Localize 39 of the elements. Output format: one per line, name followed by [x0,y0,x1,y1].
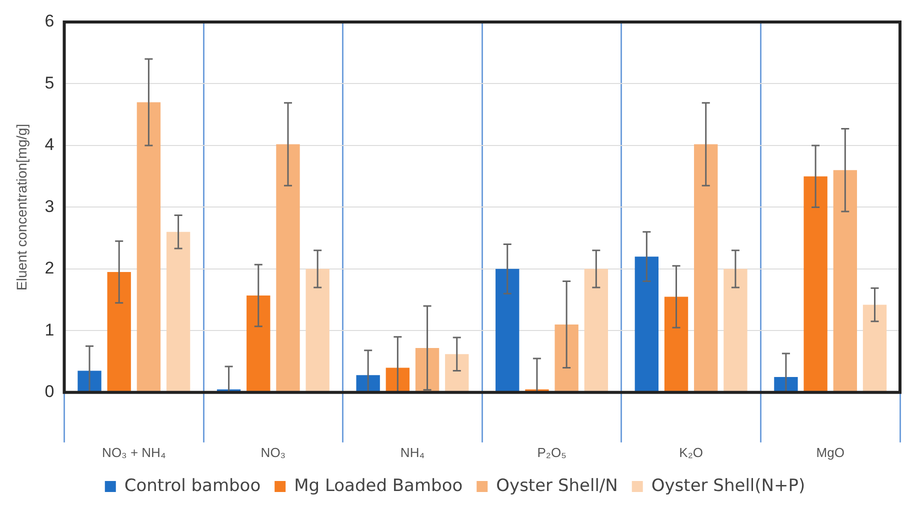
y-axis-title: Eluent concentration[mg/g] [13,124,30,290]
bar [386,368,410,392]
bar [107,272,131,392]
bar [496,268,520,392]
y-tick-label: 6 [44,12,54,31]
bar [136,102,161,392]
x-tick-label: NO₃ [260,444,286,460]
y-tick-label: 5 [44,73,54,92]
x-tick-label: MgO [816,444,844,460]
y-tick-label: 3 [44,196,54,216]
bar [415,348,440,392]
bar [246,295,270,392]
bar [445,354,469,392]
bar [78,370,102,392]
y-tick-label: 2 [44,258,54,278]
legend-label: Mg Loaded Bamboo [294,476,463,496]
bar [724,268,748,392]
bar [833,170,857,392]
y-tick-label: 1 [44,320,54,340]
legend-label: Oyster Shell/N [496,476,618,496]
bar [664,296,688,392]
x-tick-label: P₂O₅ [537,444,566,460]
bar [356,375,380,392]
y-tick-label: 4 [44,135,54,154]
legend-label: Control bamboo [124,476,261,496]
x-tick-label: K₂O [679,444,703,460]
bar [306,268,330,392]
x-tick-label: NH₄ [400,444,425,460]
y-tick-label: 0 [44,382,54,402]
bar [584,268,608,392]
bar [862,304,887,392]
bar [694,144,718,392]
bar [554,324,578,392]
x-tick-label: NO₃ + NH₄ [102,444,166,460]
bar [634,256,659,392]
bar [166,232,190,392]
bar [276,144,300,392]
bar [804,176,828,392]
legend-label: Oyster Shell(N+P) [651,476,806,496]
